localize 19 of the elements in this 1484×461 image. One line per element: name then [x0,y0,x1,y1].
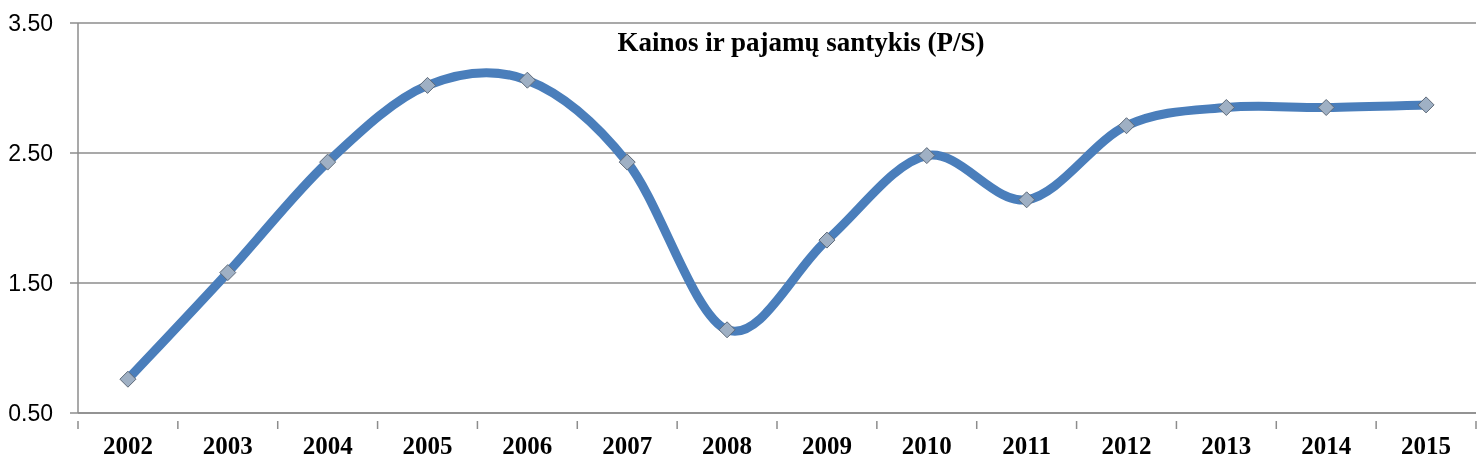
x-tick-label: 2005 [402,432,453,459]
x-tick-label: 2014 [1301,432,1352,459]
x-tick-label: 2013 [1201,432,1252,459]
x-tick-label: 2010 [901,432,952,459]
x-tick-label: 2012 [1101,432,1152,459]
x-tick-label: 2002 [102,432,153,459]
y-tick-label: 0.50 [8,400,53,427]
y-tick-label: 1.50 [8,270,53,297]
x-tick-label: 2011 [1002,432,1051,459]
chart-title: Kainos ir pajamų santykis (P/S) [617,27,985,57]
x-tick-label: 2003 [202,432,253,459]
x-tick-label: 2015 [1401,432,1452,459]
y-tick-label: 2.50 [8,140,53,167]
x-tick-label: 2004 [302,432,354,459]
x-tick-label: 2007 [602,432,653,459]
y-tick-label: 3.50 [8,10,53,37]
x-tick-label: 2009 [801,432,852,459]
x-tick-label: 2008 [702,432,753,459]
x-tick-label: 2006 [502,432,553,459]
